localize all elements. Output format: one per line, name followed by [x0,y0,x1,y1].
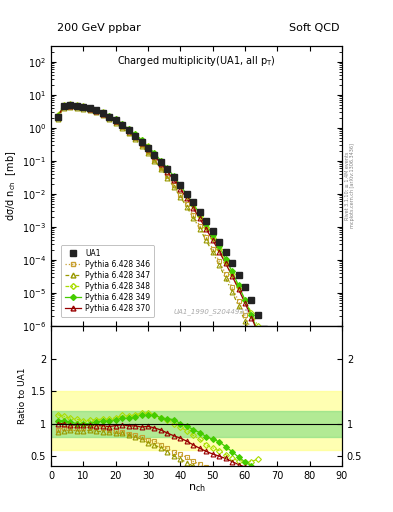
Legend: UA1, Pythia 6.428 346, Pythia 6.428 347, Pythia 6.428 348, Pythia 6.428 349, Pyt: UA1, Pythia 6.428 346, Pythia 6.428 347,… [61,245,154,316]
Bar [51,391,342,450]
Text: Soft QCD: Soft QCD [290,23,340,33]
Y-axis label: Ratio to UA1: Ratio to UA1 [18,368,27,424]
Y-axis label: Rivet 3.1.10; ≥ 1.4M events
mcplots.cern.ch [arXiv:1306.3436]: Rivet 3.1.10; ≥ 1.4M events mcplots.cern… [345,143,356,228]
X-axis label: n$_{ch}$: n$_{ch}$ [187,482,206,494]
Text: 200 GeV ppbar: 200 GeV ppbar [57,23,141,33]
Text: Charged multiplicity(UA1, all p$_T$): Charged multiplicity(UA1, all p$_T$) [117,54,276,69]
Bar [51,411,342,437]
Text: UA1_1990_S2044935: UA1_1990_S2044935 [173,308,249,315]
Y-axis label: dσ/d n$_{ch}$  [mb]: dσ/d n$_{ch}$ [mb] [4,151,18,221]
